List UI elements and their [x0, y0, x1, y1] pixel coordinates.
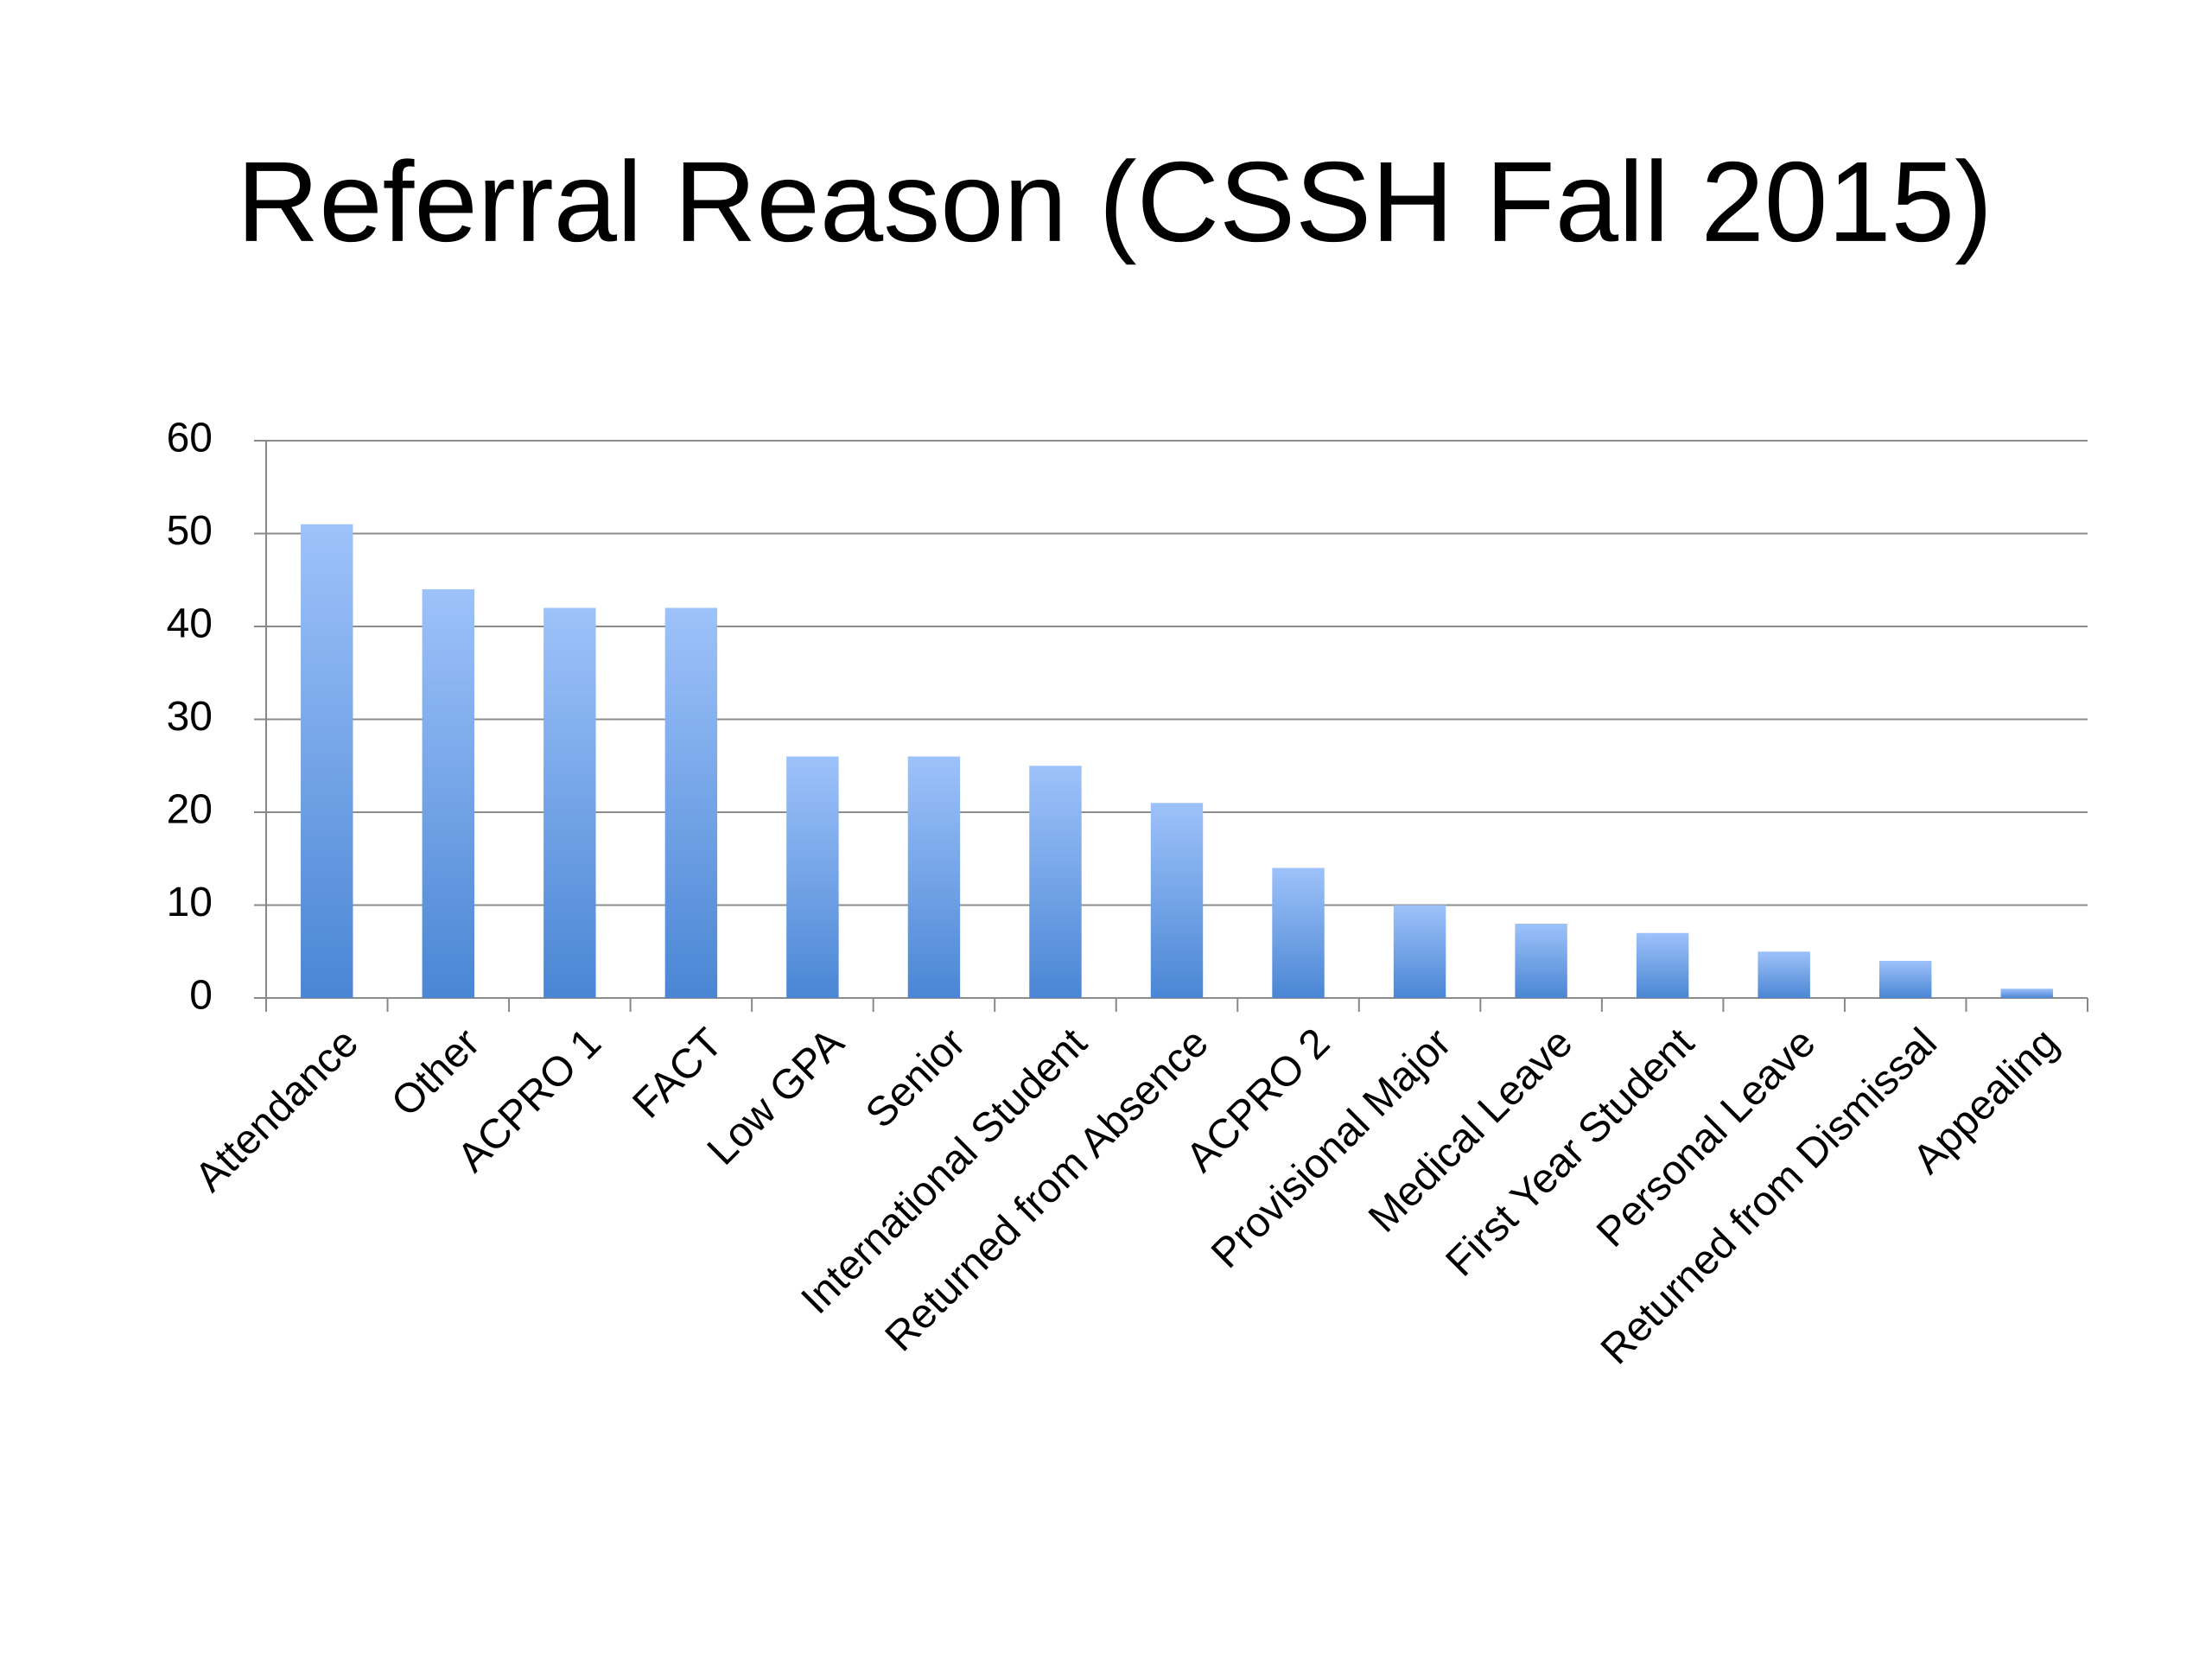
- x-tick-label: Personal Leave: [1588, 1020, 1824, 1255]
- x-tick-label: FACT: [624, 1020, 731, 1127]
- x-tick-label: Medical Leave: [1360, 1020, 1581, 1241]
- y-tick-label: 60: [167, 416, 213, 461]
- bar: [1029, 766, 1082, 998]
- bar: [1636, 932, 1689, 998]
- bar: [664, 607, 718, 998]
- bar: [2000, 988, 2053, 998]
- chart-title: Referral Reason (CSSH Fall 2015): [237, 138, 1993, 265]
- x-tick-label: Attendance: [187, 1020, 367, 1200]
- bar: [1878, 961, 1932, 998]
- y-tick-label: 40: [167, 601, 213, 647]
- bar: [1272, 868, 1325, 998]
- bar: [301, 524, 353, 998]
- x-tick-label: Senior: [857, 1020, 975, 1137]
- bar: [1515, 924, 1567, 998]
- bar: [1758, 951, 1810, 998]
- y-tick-label: 0: [189, 973, 213, 1019]
- bar: [422, 589, 475, 998]
- bar: [786, 756, 839, 998]
- bar: [543, 607, 596, 998]
- y-tick-label: 50: [167, 508, 213, 554]
- bar: [1150, 803, 1204, 998]
- y-tick-label: 20: [167, 787, 213, 833]
- x-tick-label: Other: [383, 1020, 488, 1125]
- y-tick-label: 30: [167, 694, 213, 740]
- bar: [907, 756, 961, 998]
- bar: [1393, 905, 1446, 998]
- y-tick-label: 10: [167, 880, 213, 925]
